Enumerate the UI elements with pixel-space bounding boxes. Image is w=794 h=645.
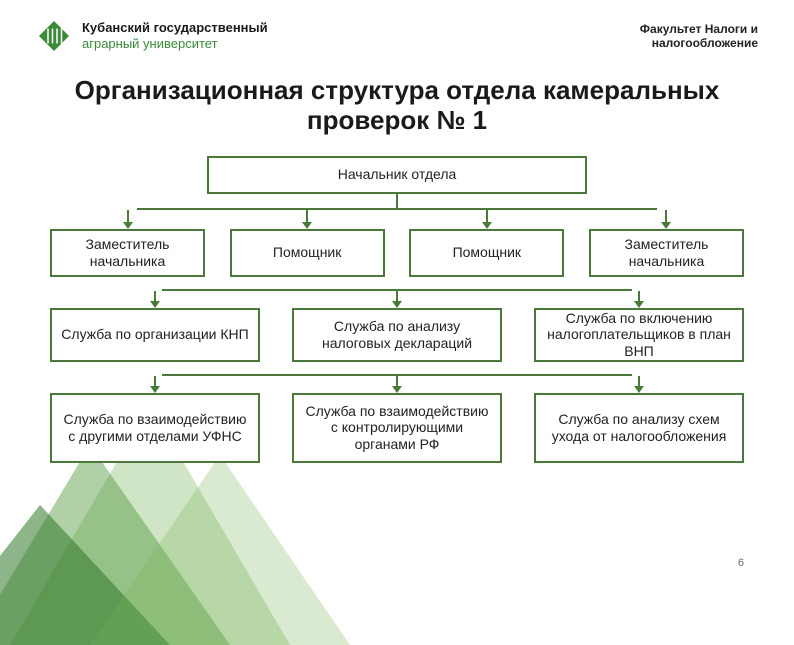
org-node-root: Начальник отдела xyxy=(207,156,587,194)
university-logo-block: Кубанский государственный аграрный униве… xyxy=(36,18,268,54)
org-row-4: Служба по взаимодействию с другими отдел… xyxy=(50,376,744,463)
university-name-line1: Кубанский государственный xyxy=(82,20,268,35)
connector xyxy=(396,194,398,208)
org-node: Помощник xyxy=(230,229,385,277)
org-node: Служба по анализу схем ухода от налогооб… xyxy=(534,393,744,463)
org-node: Служба по включению налогоплательщиков в… xyxy=(534,308,744,362)
slide-header: Кубанский государственный аграрный униве… xyxy=(0,0,794,62)
page-number: 6 xyxy=(738,557,744,569)
slide-title: Организационная структура отдела камерал… xyxy=(0,62,794,156)
university-logo-icon xyxy=(36,18,72,54)
org-node: Заместитель начальника xyxy=(50,229,205,277)
org-chart: Начальник отдела Заместитель начальника … xyxy=(0,156,794,463)
org-row-3: Служба по организации КНП Служба по анал… xyxy=(50,291,744,362)
org-node: Служба по взаимодействию с другими отдел… xyxy=(50,393,260,463)
university-name: Кубанский государственный аграрный униве… xyxy=(82,20,268,53)
org-node: Заместитель начальника xyxy=(589,229,744,277)
org-node: Помощник xyxy=(409,229,564,277)
org-node: Служба по анализу налоговых деклараций xyxy=(292,308,502,362)
org-node: Служба по организации КНП xyxy=(50,308,260,362)
university-name-line2: аграрный университет xyxy=(82,36,218,51)
faculty-label: Факультет Налоги и налогообложение xyxy=(558,22,758,51)
org-node: Служба по взаимодействию с контролирующи… xyxy=(292,393,502,463)
org-row-2: Заместитель начальника Помощник Помощник… xyxy=(50,210,744,277)
